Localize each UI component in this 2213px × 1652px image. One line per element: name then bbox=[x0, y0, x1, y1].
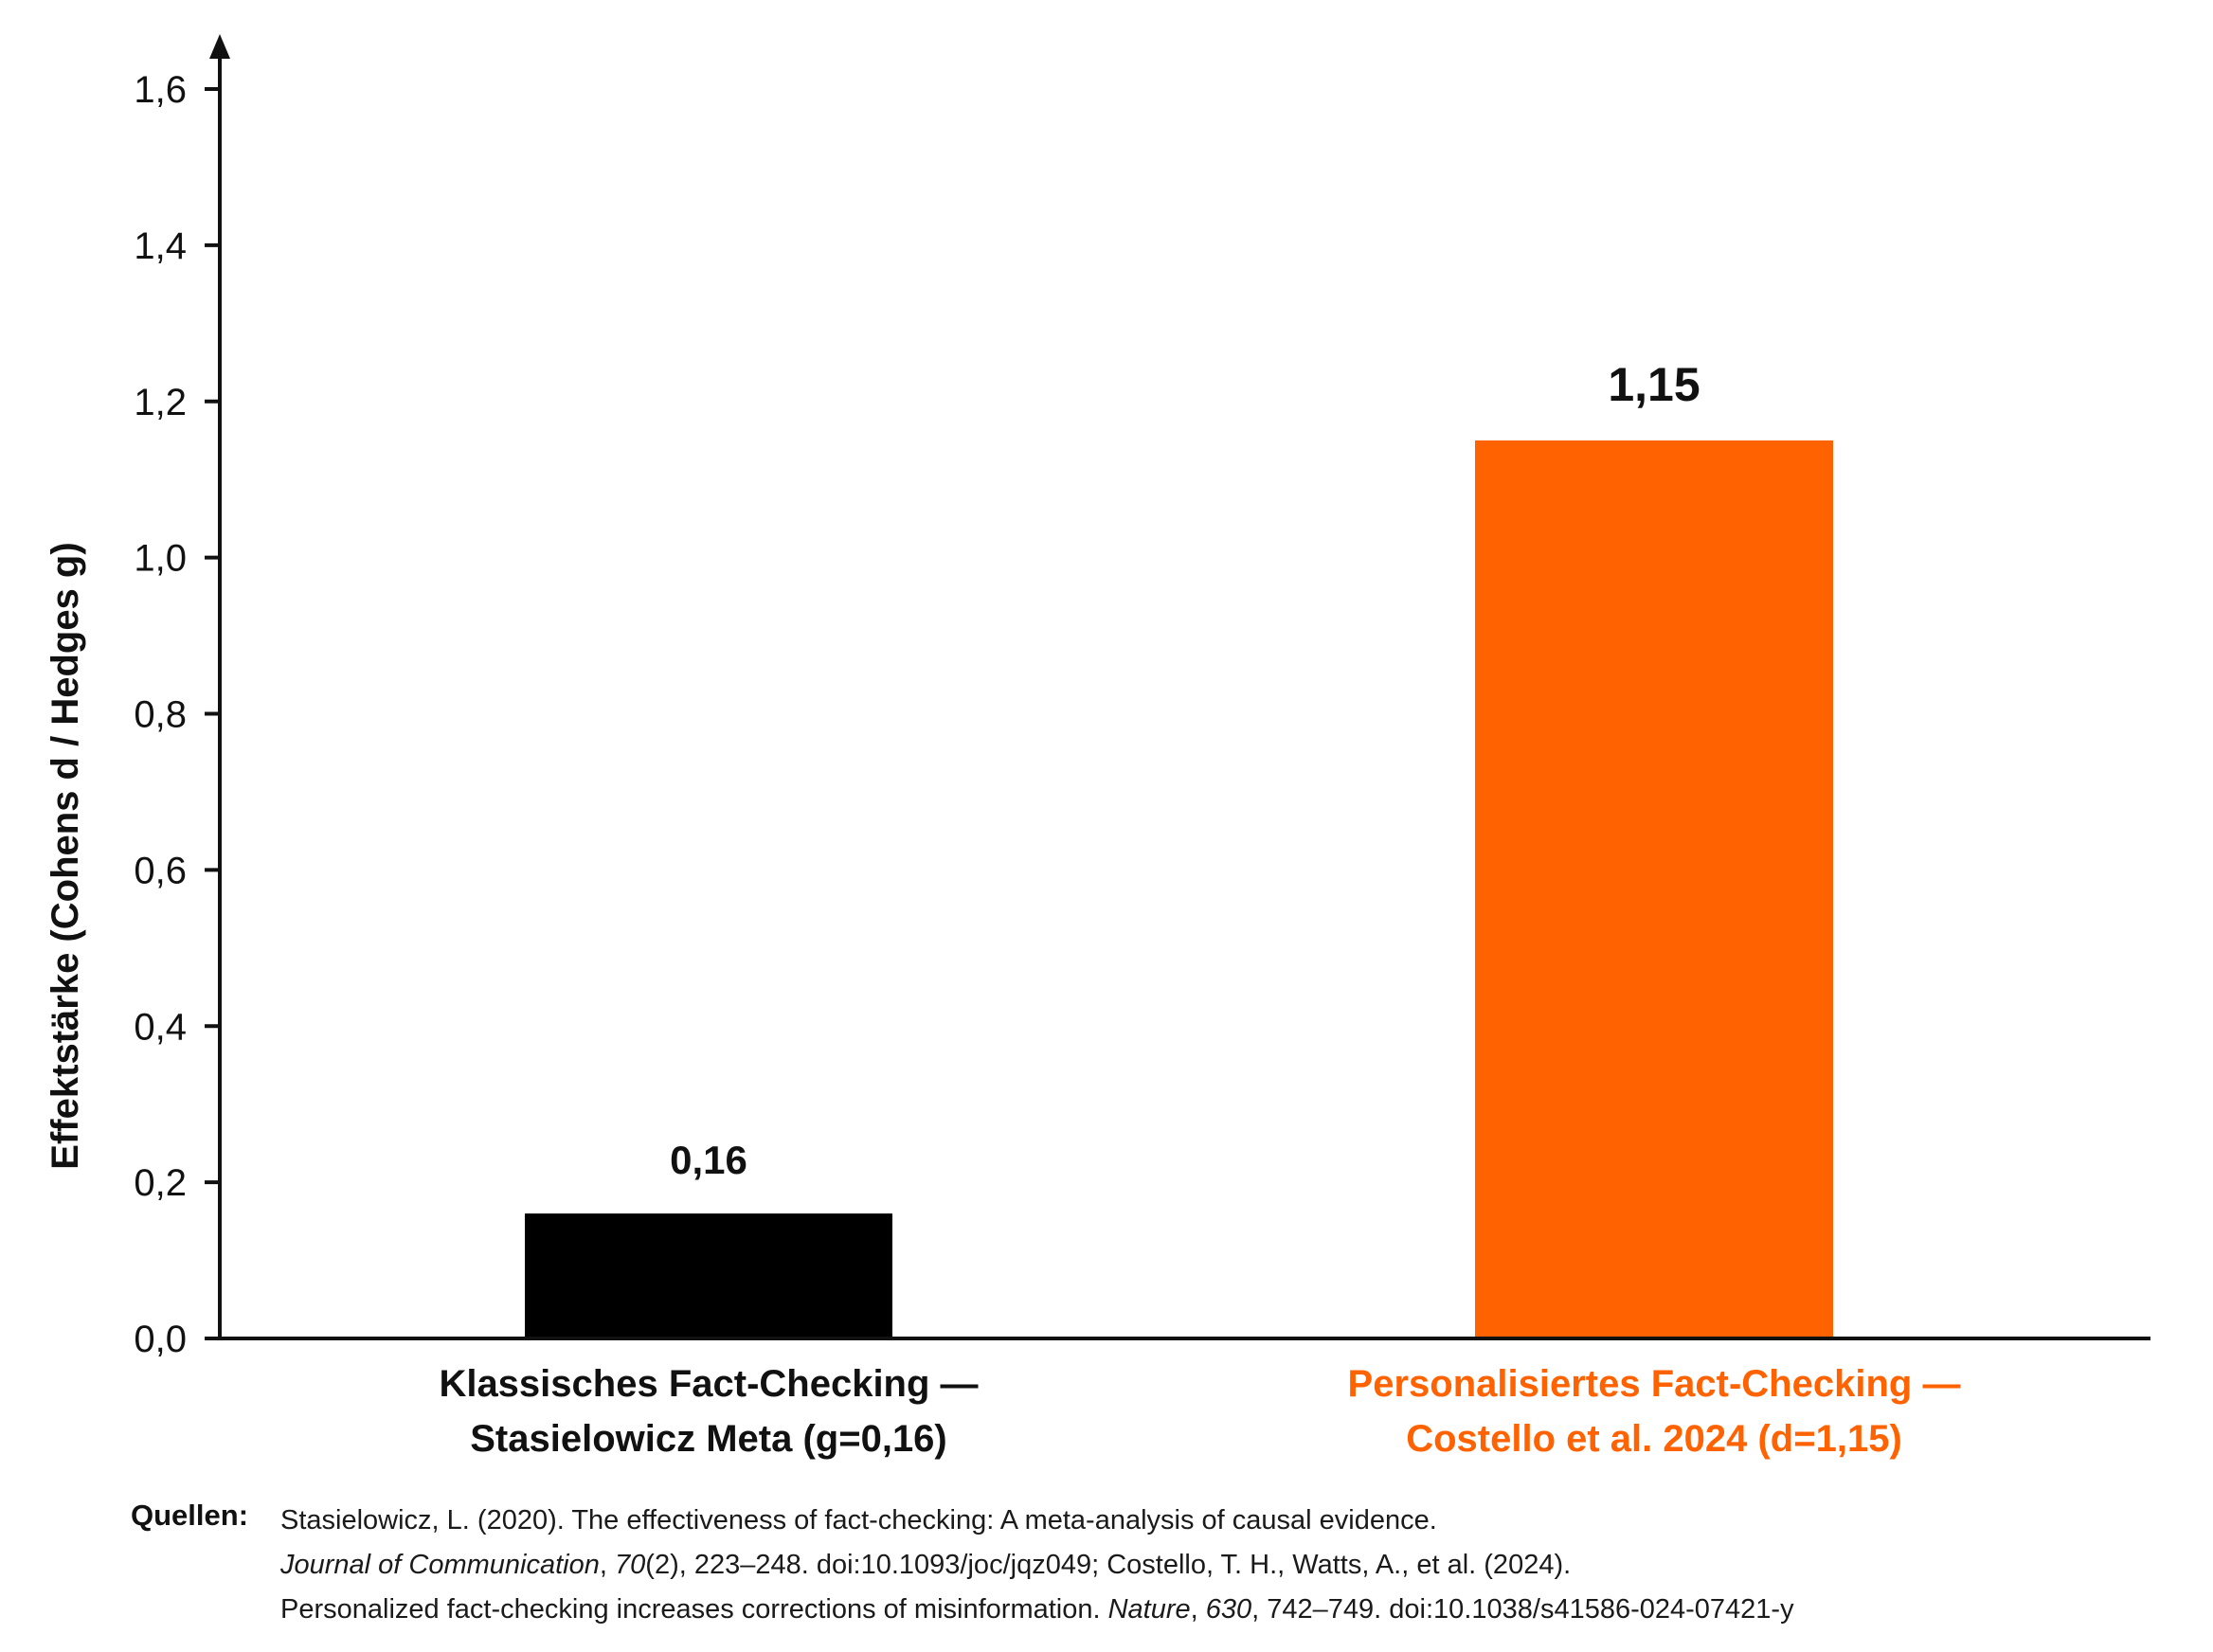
y-axis-arrow-icon bbox=[209, 34, 230, 59]
journal-volume: 630 bbox=[1205, 1594, 1252, 1625]
bars bbox=[525, 440, 1833, 1338]
separator: , bbox=[599, 1550, 616, 1580]
journal-name: Nature bbox=[1107, 1594, 1191, 1625]
y-tick-label: 0,6 bbox=[134, 850, 187, 891]
y-axis-label: Effektstärke (Cohens d / Hedges g) bbox=[45, 542, 86, 1169]
y-axis-ticks: 0,0 0,2 0,4 0,6 0,8 1,0 1,2 1,4 1,6 bbox=[134, 69, 220, 1360]
y-tick-label: 0,2 bbox=[134, 1162, 187, 1204]
journal-name: Journal of Communication bbox=[280, 1550, 600, 1580]
journal-volume: 70 bbox=[615, 1550, 646, 1580]
bar-1 bbox=[525, 1213, 892, 1338]
category-label-line: Personalisiertes Fact-Checking — bbox=[1347, 1363, 1961, 1405]
category-label-line: Stasielowicz Meta (g=0,16) bbox=[470, 1418, 947, 1460]
value-label: 0,16 bbox=[670, 1138, 747, 1182]
category-label-line: Costello et al. 2024 (d=1,15) bbox=[1406, 1418, 1902, 1460]
y-tick-label: 1,0 bbox=[134, 538, 187, 580]
citation-rest: , 742–749. doi:10.1038/s41586-024-07421-… bbox=[1251, 1594, 1794, 1625]
y-tick-label: 0,4 bbox=[134, 1006, 187, 1048]
y-tick-label: 1,2 bbox=[134, 382, 187, 423]
sources-line-3: Personalized fact-checking increases cor… bbox=[280, 1588, 1794, 1632]
sources-line-2: Journal of Communication, 70(2), 223–248… bbox=[280, 1543, 1794, 1588]
bar-2 bbox=[1475, 440, 1833, 1338]
y-tick-label: 0,8 bbox=[134, 694, 187, 736]
sources-text: Stasielowicz, L. (2020). The effectivene… bbox=[280, 1499, 1794, 1632]
y-tick-label: 1,6 bbox=[134, 69, 187, 111]
x-category-label: Klassisches Fact-Checking — Stasielowicz … bbox=[282, 1356, 1135, 1466]
sources-line-1: Stasielowicz, L. (2020). The effectivene… bbox=[280, 1505, 1437, 1535]
citation-title: Personalized fact-checking increases cor… bbox=[280, 1594, 1108, 1625]
x-category-label: Personalisiertes Fact-Checking — Costello… bbox=[1228, 1356, 2080, 1466]
citation-rest: (2), 223–248. doi:10.1093/joc/jqz049; Co… bbox=[645, 1550, 1572, 1580]
value-labels: 0,16 1,15 bbox=[670, 358, 1700, 1182]
category-label-line: Klassisches Fact-Checking — bbox=[439, 1363, 979, 1405]
sources-label: Quellen: bbox=[131, 1499, 249, 1532]
separator: , bbox=[1190, 1594, 1206, 1625]
y-tick-label: 0,0 bbox=[134, 1319, 187, 1360]
y-tick-label: 1,4 bbox=[134, 225, 187, 267]
value-label: 1,15 bbox=[1608, 358, 1700, 411]
